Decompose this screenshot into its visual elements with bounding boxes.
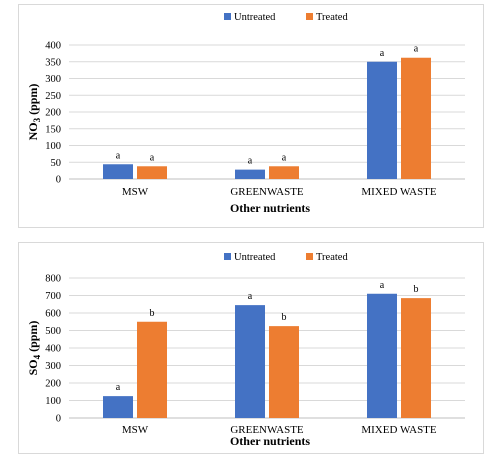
y-axis-title-main: NO <box>26 122 40 140</box>
bar-untreated-mixed-waste <box>367 293 397 418</box>
x-tick-label: GREENWASTE <box>230 186 304 198</box>
bar-untreated-msw <box>103 396 133 418</box>
y-tick-label: 200 <box>45 379 61 390</box>
legend-swatch-treated <box>306 13 313 20</box>
y-tick-label: 300 <box>45 361 61 372</box>
y-axis-title-unit: (ppm) <box>26 321 40 355</box>
bar-treated-msw <box>137 166 167 179</box>
bar-treated-greenwaste <box>269 166 299 179</box>
data-label: a <box>282 152 287 163</box>
y-tick-label: 0 <box>56 175 61 186</box>
y-axis-title-subscript: 4 <box>32 354 42 359</box>
nitrate-chart-panel: 0 50 100 150 200 250 300 350 400 a a MSW a a GREENWAST… <box>18 4 484 228</box>
bar-untreated-greenwaste <box>235 169 265 179</box>
x-tick-label: GREENWASTE <box>230 424 304 436</box>
data-label: b <box>150 308 155 319</box>
x-tick-label: MSW <box>122 186 149 198</box>
data-label: a <box>150 152 155 163</box>
data-label: a <box>248 291 253 302</box>
data-label: a <box>248 156 253 167</box>
y-tick-label: 400 <box>45 41 61 52</box>
y-tick-label: 500 <box>45 326 61 337</box>
data-label: a <box>380 48 385 59</box>
sulfate-chart-panel: 0 100 200 300 400 500 600 700 800 a b MSW a b GREENWAS… <box>18 242 484 454</box>
x-tick-label: MIXED WASTE <box>361 186 437 198</box>
bar-treated-mixed-waste <box>401 57 431 180</box>
x-tick-label: MSW <box>122 424 149 436</box>
data-label: a <box>380 280 385 291</box>
y-tick-label: 600 <box>45 309 61 320</box>
y-tick-label: 350 <box>45 57 61 68</box>
y-tick-label: 50 <box>51 158 62 169</box>
y-axis-title-unit: (ppm) <box>26 84 40 118</box>
y-tick-label: 0 <box>56 414 61 425</box>
y-tick-label: 150 <box>45 124 61 135</box>
bar-untreated-msw <box>103 164 133 179</box>
legend-label-untreated: Untreated <box>234 12 276 23</box>
legend-swatch-untreated <box>224 253 231 260</box>
y-tick-label: 250 <box>45 91 61 102</box>
y-axis-title: NO3 (ppm) <box>26 84 42 141</box>
y-tick-label: 200 <box>45 108 61 119</box>
data-label: a <box>116 150 121 161</box>
nitrate-chart: 0 50 100 150 200 250 300 350 400 a a MSW a a GREENWAST… <box>26 12 465 215</box>
legend-swatch-treated <box>306 253 313 260</box>
data-label: a <box>414 44 419 55</box>
data-label: b <box>414 284 419 295</box>
x-tick-label: MIXED WASTE <box>361 424 437 436</box>
legend-label-untreated: Untreated <box>234 252 276 263</box>
y-tick-label: 100 <box>45 141 61 152</box>
y-tick-label: 300 <box>45 74 61 85</box>
bar-untreated-greenwaste <box>235 305 265 418</box>
x-axis-title: Other nutrients <box>230 201 310 215</box>
legend-swatch-untreated <box>224 13 231 20</box>
bar-treated-msw <box>137 321 167 418</box>
bar-treated-greenwaste <box>269 326 299 418</box>
y-axis-title-main: SO <box>26 359 40 375</box>
bar-treated-mixed-waste <box>401 298 431 418</box>
sulfate-chart: 0 100 200 300 400 500 600 700 800 a b MSW a b GREENWAS… <box>26 252 465 448</box>
y-axis-title-subscript: 3 <box>32 117 42 122</box>
y-tick-label: 400 <box>45 344 61 355</box>
bar-untreated-mixed-waste <box>367 61 397 179</box>
y-axis-title: SO4 (ppm) <box>26 321 42 376</box>
legend-label-treated: Treated <box>316 252 348 263</box>
y-tick-label: 700 <box>45 291 61 302</box>
data-label: b <box>282 312 287 323</box>
y-tick-label: 100 <box>45 396 61 407</box>
legend-label-treated: Treated <box>316 12 348 23</box>
x-axis-title: Other nutrients <box>230 434 310 448</box>
y-tick-label: 800 <box>45 274 61 285</box>
data-label: a <box>116 382 121 393</box>
